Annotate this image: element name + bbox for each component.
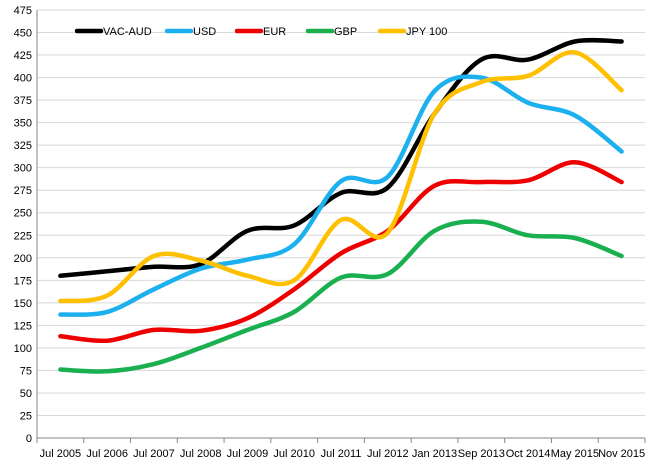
y-tick-label: 25 [20, 410, 32, 422]
x-tick-label: Jul 2010 [273, 448, 315, 460]
y-tick-label: 325 [14, 140, 32, 152]
x-tick-label: Jul 2012 [367, 448, 409, 460]
legend-label-usd: USD [193, 26, 216, 38]
y-tick-label: 300 [14, 163, 32, 175]
series-line-usd [58, 74, 624, 317]
y-tick-label: 425 [14, 50, 32, 62]
x-tick-label: Sep 2013 [458, 448, 505, 460]
x-tick-label: Nov 2015 [598, 448, 645, 460]
y-tick-label: 475 [14, 5, 32, 17]
legend: VAC-AUD USD EUR GBP JPY 100 [74, 26, 447, 38]
y-tick-label: 150 [14, 298, 32, 310]
legend-label-eur: EUR [263, 26, 286, 38]
x-tick-label: Jul 2009 [227, 448, 269, 460]
x-tick-label: Jan 2013 [412, 448, 457, 460]
x-tick-label: May 2015 [551, 448, 599, 460]
y-tick-label: 175 [14, 275, 32, 287]
y-tick-label: 100 [14, 343, 32, 355]
series-line-eur [58, 160, 624, 344]
y-tick-label: 375 [14, 95, 32, 107]
y-tick-label: 200 [14, 253, 32, 265]
x-tick-label: Jul 2006 [86, 448, 128, 460]
x-tick-label: Jul 2008 [180, 448, 222, 460]
y-tick-label: 450 [14, 28, 32, 40]
legend-label-jpy-100: JPY 100 [406, 26, 447, 38]
y-tick-label: 250 [14, 208, 32, 220]
x-tick-label: Jul 2011 [321, 448, 362, 460]
series-lines [58, 37, 624, 374]
y-tick-label: 275 [14, 185, 32, 197]
y-tick-label: 0 [26, 433, 32, 445]
y-tick-labels: 0 25 50 75 100 125 150 175 200 225 250 275 300 325 350… [14, 5, 32, 445]
gridlines [37, 9, 645, 416]
legend-label-vac-aud: VAC-AUD [103, 26, 152, 38]
y-tick-label: 400 [14, 73, 32, 85]
series-line-vac-aud [58, 37, 624, 279]
x-tick-label: Jul 2007 [133, 448, 175, 460]
y-tick-label: 125 [14, 320, 32, 332]
y-tick-label: 75 [20, 365, 32, 377]
x-tick-label: Jul 2005 [40, 448, 82, 460]
x-tick-label: Oct 2014 [506, 448, 551, 460]
axes [36, 10, 646, 443]
series-line-gbp [58, 219, 624, 374]
series-line-jpy-100 [58, 50, 624, 304]
legend-label-gbp: GBP [334, 26, 357, 38]
y-tick-label: 350 [14, 118, 32, 130]
y-tick-label: 50 [20, 388, 32, 400]
x-tick-labels: Jul 2005 Jul 2006 Jul 2007 Jul 2008 Jul 2009… [40, 448, 646, 460]
y-tick-label: 225 [14, 230, 32, 242]
